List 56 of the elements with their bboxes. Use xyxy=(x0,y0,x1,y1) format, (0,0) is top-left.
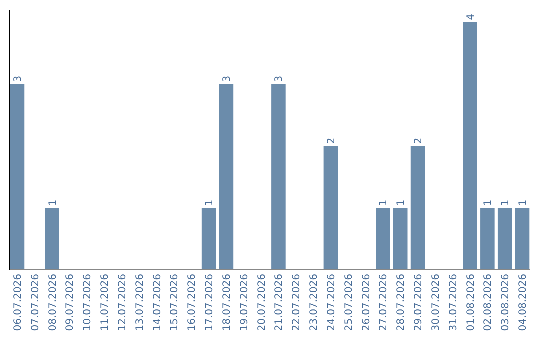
x-tick-label: 13.07.2026 xyxy=(134,274,146,332)
bar xyxy=(480,208,495,270)
x-tick-label: 11.07.2026 xyxy=(100,274,112,332)
data-label: 2 xyxy=(414,138,425,144)
bar xyxy=(498,208,512,270)
bar xyxy=(45,208,60,270)
x-tick-label: 27.07.2026 xyxy=(378,274,390,332)
x-tick-label: 23.07.2026 xyxy=(309,274,320,332)
x-tick-label: 21.07.2026 xyxy=(274,274,286,332)
x-tick-label: 09.07.2026 xyxy=(65,274,76,332)
x-tick-label: 16.07.2026 xyxy=(187,274,198,332)
bar xyxy=(515,208,530,270)
x-tick-label: 29.07.2026 xyxy=(414,274,425,332)
data-label: 2 xyxy=(326,138,338,144)
x-tick-label: 08.07.2026 xyxy=(48,274,59,332)
data-label: 1 xyxy=(396,200,408,206)
x-tick-label: 14.07.2026 xyxy=(152,274,164,332)
bar xyxy=(376,208,390,270)
x-tick-label: 12.07.2026 xyxy=(117,274,128,332)
bar xyxy=(219,84,234,270)
x-tick-label: 22.07.2026 xyxy=(292,274,303,332)
x-tick-label: 10.07.2026 xyxy=(82,274,94,332)
x-tick-label: 17.07.2026 xyxy=(204,274,216,332)
x-tick-label: 26.07.2026 xyxy=(361,274,372,332)
x-tick-label: 18.07.2026 xyxy=(222,274,233,332)
bar xyxy=(10,84,25,270)
data-label: 1 xyxy=(518,200,530,206)
bar xyxy=(393,208,408,270)
x-tick-label: 06.07.2026 xyxy=(12,274,24,332)
data-label: 1 xyxy=(500,200,512,206)
x-tick-label: 03.08.2026 xyxy=(500,274,512,332)
data-label: 3 xyxy=(274,76,286,82)
x-tick-label: 25.07.2026 xyxy=(344,274,355,332)
x-tick-label: 31.07.2026 xyxy=(448,274,460,332)
data-label: 1 xyxy=(483,200,494,206)
x-tick-label: 15.07.2026 xyxy=(170,274,181,332)
data-label: 4 xyxy=(466,14,477,20)
data-label: 1 xyxy=(48,200,59,206)
bar xyxy=(410,146,426,270)
x-tick-label: 30.07.2026 xyxy=(430,274,442,332)
data-label: 1 xyxy=(378,200,390,206)
data-label: 3 xyxy=(12,76,24,82)
bar xyxy=(272,84,286,270)
x-tick-label: 07.07.2026 xyxy=(30,274,42,332)
x-tick-label: 24.07.2026 xyxy=(326,274,338,332)
x-tick-label: 02.08.2026 xyxy=(483,274,494,332)
bar xyxy=(202,208,216,270)
x-tick-label: 01.08.2026 xyxy=(466,274,477,332)
x-tick-label: 19.07.2026 xyxy=(239,274,250,332)
x-tick-label: 20.07.2026 xyxy=(256,274,268,332)
bar xyxy=(463,22,478,270)
data-label: 3 xyxy=(222,76,233,82)
data-label: 1 xyxy=(204,200,216,206)
x-tick-label: 28.07.2026 xyxy=(396,274,408,332)
bar xyxy=(324,146,338,270)
x-tick-label: 04.08.2026 xyxy=(518,274,530,332)
